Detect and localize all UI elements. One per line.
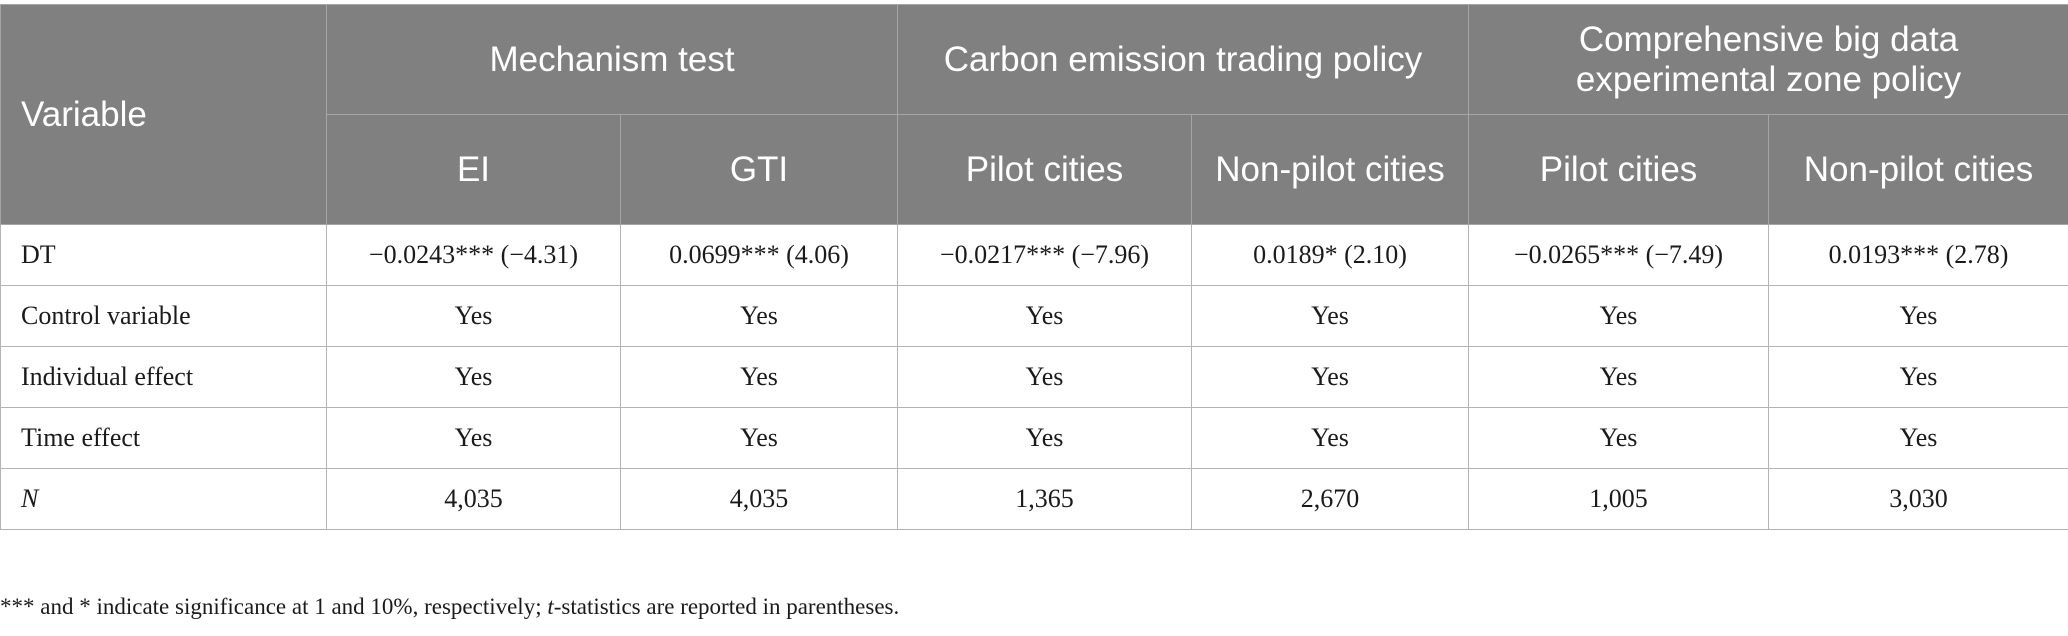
table-cell: Yes [620, 346, 898, 408]
header-col-carbon-pilot: Pilot cities [897, 114, 1192, 225]
row-label: Control variable [0, 285, 327, 347]
table-cell: Yes [1768, 346, 2068, 408]
table-cell: 0.0189* (2.10) [1190, 224, 1470, 286]
row-label: Time effect [0, 407, 327, 469]
table-footnote: *** and * indicate significance at 1 and… [0, 594, 899, 620]
table-cell: 0.0699*** (4.06) [620, 224, 898, 286]
table-cell: Yes [1190, 407, 1470, 469]
header-group-carbon-emission-trading: Carbon emission trading policy [896, 4, 1470, 115]
header-col-gti: GTI [620, 114, 898, 225]
table-cell: Yes [1468, 285, 1770, 347]
table-cell: Yes [1190, 346, 1470, 408]
table-cell: Yes [1468, 407, 1770, 469]
row-label: DT [0, 224, 327, 286]
table-cell: −0.0243*** (−4.31) [326, 224, 621, 286]
header-col-carbon-non-pilot: Non-pilot cities [1190, 114, 1470, 225]
table-row: Individual effect Yes Yes Yes Yes Yes Ye… [0, 346, 2068, 408]
table-cell: Yes [1468, 346, 1770, 408]
results-table: Variable Mechanism test Carbon emission … [0, 4, 2068, 530]
table-cell: Yes [1768, 285, 2068, 347]
table-cell: Yes [326, 285, 621, 347]
header-group-mechanism-test: Mechanism test [326, 4, 898, 115]
footnote-t-symbol: t [547, 594, 554, 619]
table-cell: 4,035 [326, 468, 621, 530]
table-cell: 3,030 [1768, 468, 2068, 530]
table-cell: Yes [326, 346, 621, 408]
table-cell: −0.0265*** (−7.49) [1468, 224, 1770, 286]
footnote-text-end: -statistics are reported in parentheses. [553, 594, 900, 619]
table-cell: Yes [897, 285, 1192, 347]
table-row: Control variable Yes Yes Yes Yes Yes Yes [0, 285, 2068, 347]
table-cell: −0.0217*** (−7.96) [897, 224, 1192, 286]
header-group-big-data-zone: Comprehensive big data experimental zone… [1468, 4, 2068, 115]
table-cell: Yes [620, 285, 898, 347]
footnote-text: *** and * indicate significance at 1 and… [0, 594, 548, 619]
table-cell: Yes [620, 407, 898, 469]
table-row: Time effect Yes Yes Yes Yes Yes Yes [0, 407, 2068, 469]
table-cell: Yes [1190, 285, 1470, 347]
row-label: N [0, 468, 327, 530]
table-cell: 1,365 [897, 468, 1192, 530]
table-cell: Yes [897, 407, 1192, 469]
table-cell: 2,670 [1190, 468, 1470, 530]
table-cell: 1,005 [1468, 468, 1770, 530]
header-col-bigdata-pilot: Pilot cities [1468, 114, 1770, 225]
table-row: DT −0.0243*** (−4.31) 0.0699*** (4.06) −… [0, 224, 2068, 286]
table-cell: Yes [326, 407, 621, 469]
table-cell: 0.0193*** (2.78) [1768, 224, 2068, 286]
table-cell: Yes [897, 346, 1192, 408]
table-cell: 4,035 [620, 468, 898, 530]
table-cell: Yes [1768, 407, 2068, 469]
header-variable: Variable [0, 4, 327, 225]
row-label: Individual effect [0, 346, 327, 408]
header-col-bigdata-non-pilot: Non-pilot cities [1768, 114, 2068, 225]
table-row: N 4,035 4,035 1,365 2,670 1,005 3,030 [0, 468, 2068, 530]
header-col-ei: EI [326, 114, 621, 225]
